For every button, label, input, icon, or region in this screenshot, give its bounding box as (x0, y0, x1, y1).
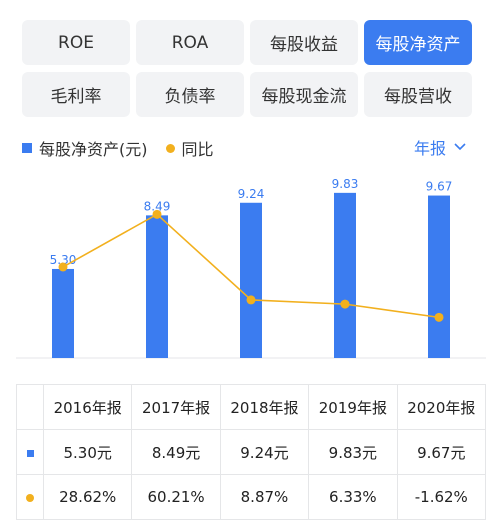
tab-bvps[interactable]: 每股净资产 (364, 20, 472, 65)
tab-roa[interactable]: ROA (136, 20, 244, 65)
metric-tab-row-2: 毛利率 负债率 每股现金流 每股营收 (22, 72, 472, 117)
table-header-cell: 2019年报 (308, 384, 398, 430)
table-cell: 6.33% (308, 474, 398, 520)
yoy-point (434, 312, 444, 322)
chart-legend: 每股净资产(元) 同比 (22, 136, 214, 160)
metric-tabs: ROE ROA 每股收益 每股净资产 毛利率 负债率 每股现金流 每股营收 (22, 20, 472, 124)
tab-debt-ratio[interactable]: 负债率 (136, 72, 244, 117)
bar-legend-label: 每股净资产(元) (39, 140, 148, 159)
data-table: 2016年报 2017年报 2018年报 2019年报 2020年报 5.30元… (16, 384, 487, 520)
table-header-cell: 2020年报 (396, 384, 487, 430)
table-header-cell: 2018年报 (219, 384, 310, 430)
table-cell: 8.87% (219, 474, 310, 520)
line-row-marker (16, 474, 44, 520)
bar-value-label: 8.49 (144, 199, 171, 213)
bar (334, 192, 356, 358)
metric-tab-row-1: ROE ROA 每股收益 每股净资产 (22, 20, 472, 65)
bar-line-chart: 5.308.499.249.83 9.67 (16, 177, 486, 359)
line-legend-swatch (165, 143, 175, 153)
line-legend-label: 同比 (181, 140, 214, 159)
tab-roe[interactable]: ROE (22, 20, 130, 65)
table-cell: 8.49元 (131, 429, 221, 475)
tab-cash-flow-per-share[interactable]: 每股现金流 (250, 72, 358, 117)
bar (52, 268, 74, 358)
tab-gross-margin[interactable]: 毛利率 (22, 72, 130, 117)
bar-value-label: 9.67 (426, 180, 453, 194)
table-cell: 5.30元 (42, 429, 133, 475)
bar-value-label: 9.83 (332, 177, 359, 191)
bar-square-icon (26, 450, 34, 457)
table-header-row: 2016年报 2017年报 2018年报 2019年报 2020年报 (16, 384, 487, 430)
table-cell: 28.62% (42, 474, 133, 520)
yoy-point (58, 262, 68, 272)
table-header-cell: 2017年报 (131, 384, 221, 430)
table-cell: 9.24元 (219, 429, 310, 475)
period-label: 年报 (414, 139, 447, 158)
tab-eps[interactable]: 每股收益 (250, 20, 358, 65)
table-cell: 9.67元 (396, 429, 487, 475)
table-cell: -1.62% (396, 474, 487, 520)
tab-revenue-per-share[interactable]: 每股营收 (364, 72, 472, 117)
bar (240, 202, 262, 358)
bar-value-label: 9.24 (238, 187, 265, 201)
yoy-point (152, 209, 162, 219)
dot-icon (26, 494, 34, 502)
table-header-cell: 2016年报 (42, 384, 133, 430)
table-row-yoy: 28.62% 60.21% 8.87% 6.33% -1.62% (16, 474, 487, 520)
bar (428, 195, 450, 358)
bar (146, 215, 168, 358)
period-selector[interactable]: 年报 (414, 135, 466, 159)
table-row-bvps: 5.30元 8.49元 9.24元 9.83元 9.67元 (16, 429, 487, 475)
yoy-point (246, 295, 256, 305)
bar-row-marker (16, 429, 44, 475)
bar-legend-swatch (22, 143, 32, 153)
chevron-down-icon (454, 143, 466, 151)
table-cell: 60.21% (131, 474, 221, 520)
table-cell: 9.83元 (308, 429, 398, 475)
table-corner-cell (16, 384, 44, 430)
yoy-point (340, 299, 350, 309)
